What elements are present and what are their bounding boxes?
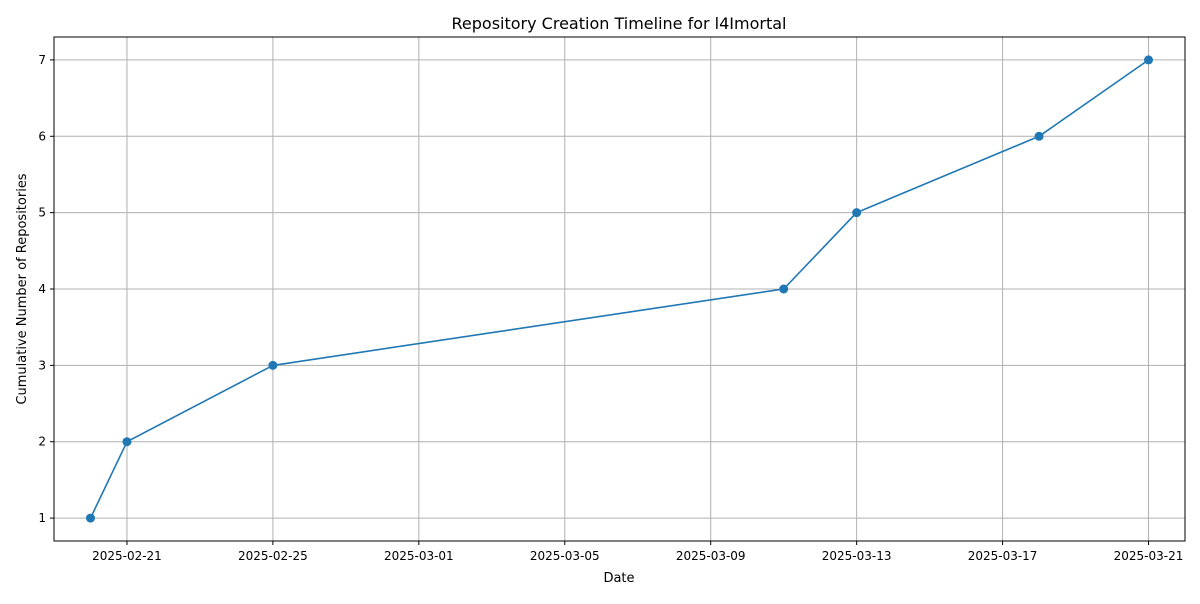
x-tick-label: 2025-03-01 bbox=[384, 549, 454, 563]
y-tick-label: 5 bbox=[38, 206, 46, 220]
x-tick-label: 2025-02-25 bbox=[238, 549, 308, 563]
x-axis-ticks: 2025-02-21 2025-02-25 2025-03-01 2025-03-05… bbox=[92, 541, 1183, 563]
data-point bbox=[779, 284, 789, 294]
x-axis-label: Date bbox=[603, 571, 634, 586]
data-point bbox=[268, 360, 278, 370]
x-tick-label: 2025-02-21 bbox=[92, 549, 162, 563]
x-tick-label: 2025-03-13 bbox=[822, 549, 892, 563]
y-axis-label: Cumulative Number of Repositories bbox=[15, 173, 30, 404]
x-tick-label: 2025-03-09 bbox=[676, 549, 746, 563]
data-point bbox=[852, 208, 862, 218]
data-point bbox=[1144, 55, 1154, 65]
y-tick-label: 2 bbox=[38, 435, 46, 449]
chart-title: Repository Creation Timeline for l4Imort… bbox=[452, 14, 787, 33]
x-tick-label: 2025-03-17 bbox=[968, 549, 1038, 563]
y-tick-label: 3 bbox=[38, 358, 46, 372]
y-tick-label: 4 bbox=[38, 282, 46, 296]
y-tick-label: 1 bbox=[38, 511, 46, 525]
x-tick-label: 2025-03-21 bbox=[1114, 549, 1184, 563]
data-point bbox=[122, 437, 132, 447]
grid bbox=[54, 37, 1185, 541]
y-axis-ticks: 1 2 3 4 5 6 7 bbox=[38, 53, 54, 525]
x-tick-label: 2025-03-05 bbox=[530, 549, 600, 563]
data-point bbox=[85, 513, 95, 523]
y-tick-label: 7 bbox=[38, 53, 46, 67]
y-tick-label: 6 bbox=[38, 129, 46, 143]
series-group bbox=[85, 55, 1154, 523]
data-point bbox=[1034, 131, 1044, 141]
